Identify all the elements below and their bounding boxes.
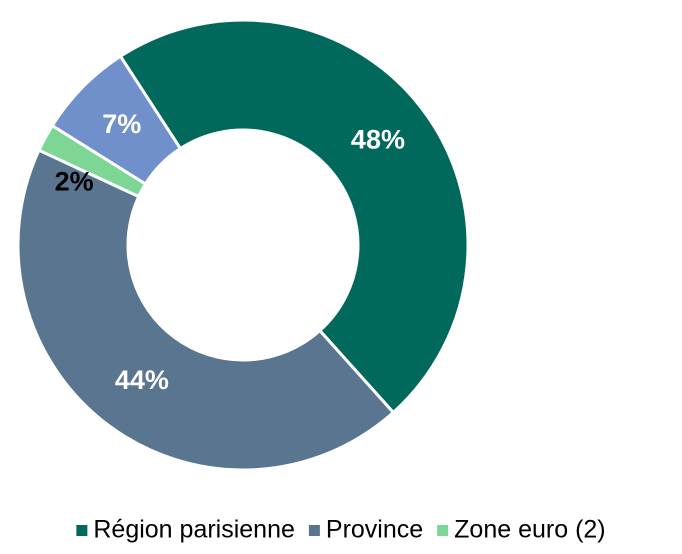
slice xyxy=(16,148,396,472)
data-label: 7% xyxy=(102,109,141,139)
data-label: 2% xyxy=(55,167,94,197)
legend-swatch xyxy=(76,525,88,536)
slice xyxy=(50,54,183,187)
legend: Région parisienne Province Zone euro (2) xyxy=(76,516,606,544)
slice xyxy=(118,18,470,415)
legend-label: Région parisienne xyxy=(93,516,295,544)
data-label: 48% xyxy=(351,125,405,155)
legend-swatch xyxy=(308,525,320,536)
legend-label: Province xyxy=(326,516,423,544)
legend-swatch xyxy=(437,525,449,536)
data-label: 44% xyxy=(115,365,169,395)
legend-label: Zone euro (2) xyxy=(454,516,605,544)
